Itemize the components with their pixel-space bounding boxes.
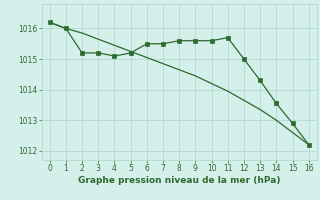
X-axis label: Graphe pression niveau de la mer (hPa): Graphe pression niveau de la mer (hPa) [78,176,280,185]
